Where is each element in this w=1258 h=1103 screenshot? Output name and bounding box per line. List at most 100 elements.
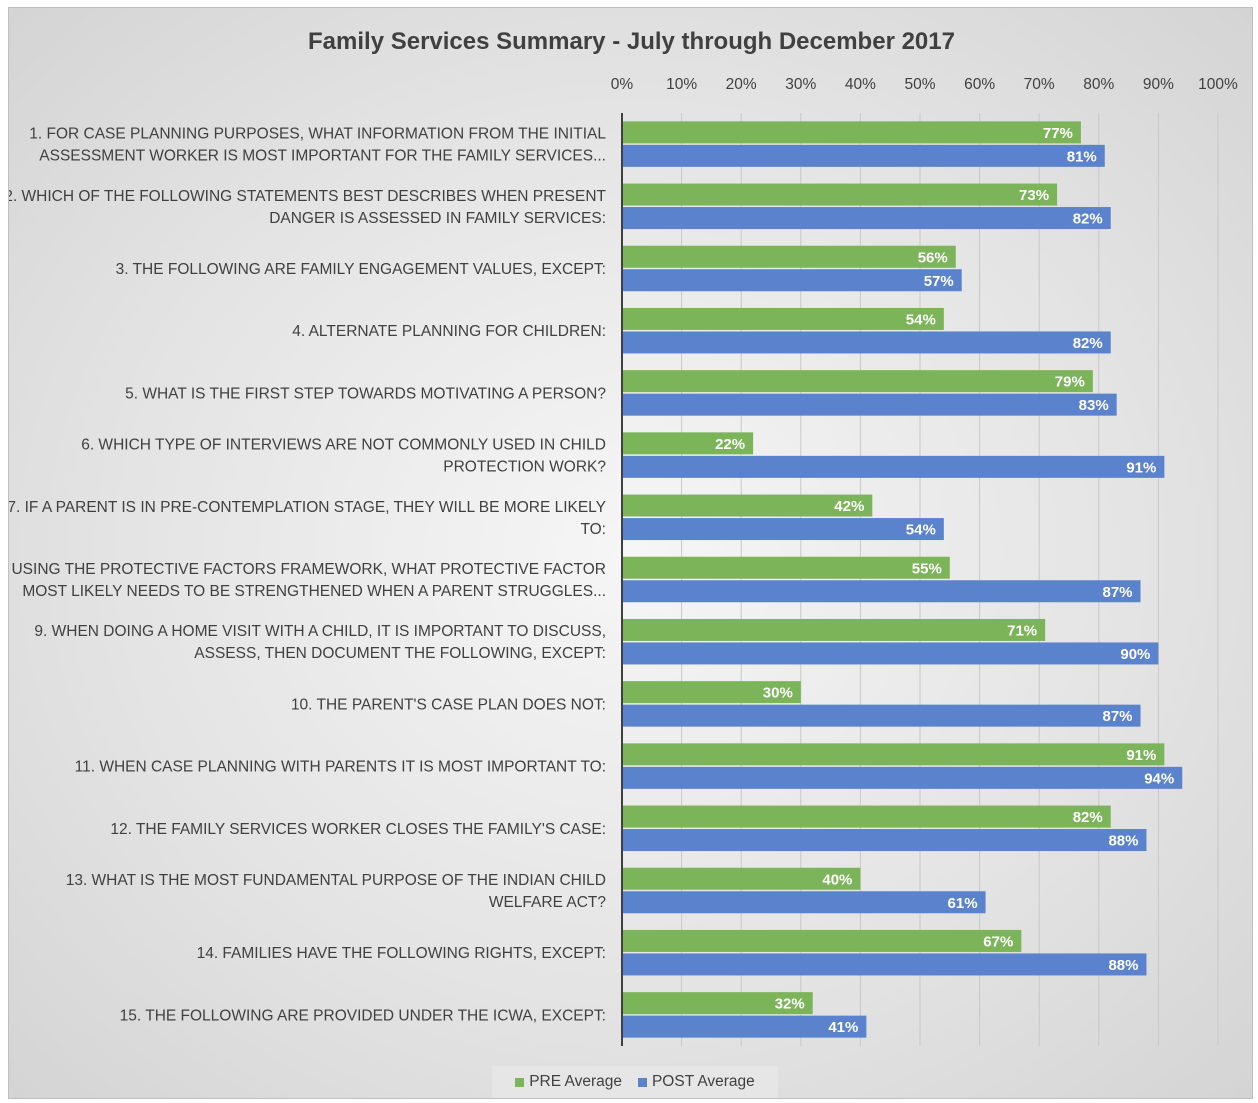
chart-container: Family Services Summary - July through D… [8,7,1253,1099]
bar-data-label: 55% [912,560,942,577]
legend-item-pre: PRE Average [515,1073,622,1091]
legend-swatch-pre [515,1077,525,1087]
bar-pre [622,556,950,579]
category-label: 3. THE FOLLOWING ARE FAMILY ENGAGEMENT V… [116,261,606,278]
category-label-line: 8. USING THE PROTECTIVE FACTORS FRAMEWOR… [9,561,606,578]
bar-data-label: 94% [1144,770,1174,787]
bar-chart-plot: 0% 10% 20% 30% 40% 50% 60% 70% 80% 90% 100% 77% 81% 1… [9,76,1238,1046]
category-label: 13. WHAT IS THE MOST FUNDAMENTAL PURPOSE… [66,872,607,911]
bar-post [622,829,1147,852]
bar-data-label: 82% [1073,211,1103,228]
bar-pre [622,743,1165,766]
legend-label-pre: PRE Average [529,1073,622,1090]
bar-data-label: 88% [1108,957,1138,974]
bar-data-label: 54% [906,311,936,328]
category-label: 4. ALTERNATE PLANNING FOR CHILDREN: [292,323,606,340]
chart-legend: PRE Average POST Average [492,1066,778,1098]
bar-data-label: 81% [1067,148,1097,165]
bar-pre [622,867,861,890]
category-label-line: TO: [580,521,606,538]
bar-post [622,518,944,541]
bar-data-label: 90% [1120,646,1150,663]
bar-data-label: 42% [834,498,864,515]
category-label-line: 2. WHICH OF THE FOLLOWING STATEMENTS BES… [9,188,607,205]
bar-post [622,891,986,914]
bar-pre [622,370,1093,393]
legend-label-post: POST Average [651,1073,755,1090]
x-tick-label: 30% [785,76,816,93]
bar-post [622,580,1141,603]
category-label: 11. WHEN CASE PLANNING WITH PARENTS IT I… [75,759,606,776]
bar-data-label: 88% [1108,833,1138,850]
bar-post [622,144,1105,167]
category-label-line: 1. FOR CASE PLANNING PURPOSES, WHAT INFO… [29,126,606,143]
bar-pre [622,245,956,268]
bar-post [622,766,1183,789]
bar-data-label: 56% [918,249,948,266]
category-label-line: PROTECTION WORK? [443,459,606,476]
category-label: 12. THE FAMILY SERVICES WORKER CLOSES TH… [110,821,606,838]
category-label-line: 12. THE FAMILY SERVICES WORKER CLOSES TH… [110,821,606,838]
bar-post [622,331,1111,354]
category-label: 14. FAMILIES HAVE THE FOLLOWING RIGHTS, … [197,945,606,962]
category-label-line: 11. WHEN CASE PLANNING WITH PARENTS IT I… [75,759,606,776]
bar-post [622,953,1147,976]
category-label-line: 13. WHAT IS THE MOST FUNDAMENTAL PURPOSE… [66,872,606,889]
category-label-line: 7. IF A PARENT IS IN PRE-CONTEMPLATION S… [9,499,606,516]
bar-pre [622,618,1046,641]
category-label: 15. THE FOLLOWING ARE PROVIDED UNDER THE… [120,1007,606,1024]
bar-pre [622,307,944,330]
category-label-line: ASSESSMENT WORKER IS MOST IMPORTANT FOR … [39,148,606,165]
category-label-line: MOST LIKELY NEEDS TO BE STRENGTHENED WHE… [22,583,606,600]
x-tick-label: 10% [666,76,697,93]
bar-data-label: 91% [1126,459,1156,476]
x-tick-label: 70% [1024,76,1055,93]
x-tick-label: 90% [1143,76,1174,93]
x-tick-label: 50% [904,76,935,93]
x-tick-label: 0% [611,76,634,93]
category-label-line: 3. THE FOLLOWING ARE FAMILY ENGAGEMENT V… [116,261,606,278]
bar-data-label: 87% [1102,584,1132,601]
category-label-line: DANGER IS ASSESSED IN FAMILY SERVICES: [269,210,606,227]
x-tick-label: 40% [845,76,876,93]
bar-data-label: 73% [1019,187,1049,204]
category-label: 7. IF A PARENT IS IN PRE-CONTEMPLATION S… [9,499,606,538]
bar-data-label: 83% [1079,397,1109,414]
category-label-line: 6. WHICH TYPE OF INTERVIEWS ARE NOT COMM… [81,437,606,454]
bar-pre [622,805,1111,828]
x-tick-label: 80% [1083,76,1114,93]
category-label-line: WELFARE ACT? [489,894,607,911]
bar-data-label: 79% [1055,374,1085,391]
bar-pre [622,681,801,704]
category-label-line: ASSESS, THEN DOCUMENT THE FOLLOWING, EXC… [194,645,606,662]
x-tick-label: 20% [726,76,757,93]
bar-post [622,642,1159,665]
bar-data-label: 87% [1102,708,1132,725]
x-tick-label: 60% [964,76,995,93]
category-label-line: 9. WHEN DOING A HOME VISIT WITH A CHILD,… [34,623,606,640]
category-label-line: 5. WHAT IS THE FIRST STEP TOWARDS MOTIVA… [125,385,606,402]
bar-data-label: 57% [924,273,954,290]
category-label-line: 15. THE FOLLOWING ARE PROVIDED UNDER THE… [120,1007,606,1024]
category-label: 9. WHEN DOING A HOME VISIT WITH A CHILD,… [34,623,606,662]
bar-pre [622,183,1058,206]
bar-post [622,269,962,292]
x-tick-label: 100% [1198,76,1238,93]
bar-post [622,704,1141,727]
bar-data-label: 71% [1007,622,1037,639]
bar-post [622,207,1111,230]
bar-pre [622,992,813,1015]
chart-title: Family Services Summary - July through D… [308,28,955,55]
category-label: 1. FOR CASE PLANNING PURPOSES, WHAT INFO… [29,126,606,165]
bar-data-label: 30% [763,685,793,702]
bar-data-label: 22% [715,436,745,453]
bar-pre [622,432,754,455]
category-label-line: 4. ALTERNATE PLANNING FOR CHILDREN: [292,323,606,340]
category-label: 2. WHICH OF THE FOLLOWING STATEMENTS BES… [9,188,607,227]
bar-data-label: 41% [828,1019,858,1036]
bar-post [622,393,1117,416]
bar-data-label: 40% [822,871,852,888]
bar-data-label: 61% [948,895,978,912]
legend-item-post: POST Average [637,1073,755,1091]
category-label: 8. USING THE PROTECTIVE FACTORS FRAMEWOR… [9,561,606,600]
